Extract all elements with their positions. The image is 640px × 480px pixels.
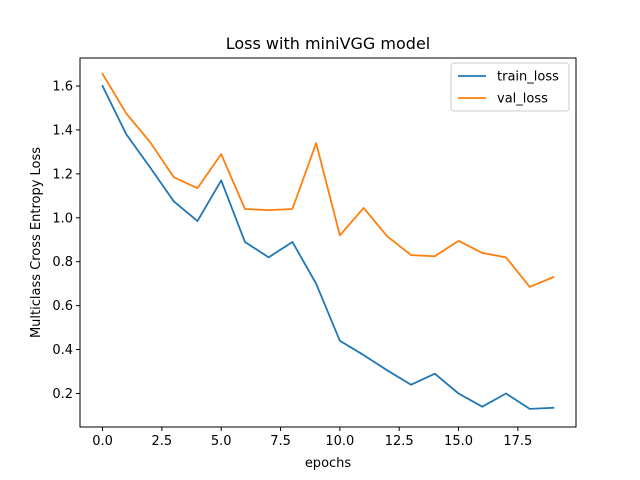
y-tick-label: 1.0 — [52, 211, 73, 226]
legend: train_loss val_loss — [450, 62, 570, 112]
axes-frame — [79, 57, 577, 428]
x-axis: 0.0 2.5 5.0 7.5 10.0 12.5 15.0 17.5 — [92, 427, 532, 449]
legend-box — [450, 62, 570, 112]
x-tick-label: 5.0 — [211, 434, 232, 449]
y-tick-label: 1.6 — [52, 80, 73, 95]
legend-label-val-loss: val_loss — [497, 92, 548, 107]
y-tick-label: 0.6 — [52, 299, 73, 314]
y-tick-label: 0.2 — [52, 387, 73, 402]
series-line-val-loss — [101, 72, 555, 288]
x-tick-label: 0.0 — [92, 434, 113, 449]
plot-area — [101, 72, 555, 410]
x-tick-label: 2.5 — [152, 434, 173, 449]
x-axis-label: epochs — [305, 456, 352, 471]
x-tick-label: 15.0 — [444, 434, 473, 449]
x-tick-label: 7.5 — [270, 434, 291, 449]
y-tick-label: 0.8 — [52, 255, 73, 270]
y-axis: 0.2 0.4 0.6 0.8 1.0 1.2 1.4 1.6 — [52, 80, 80, 402]
legend-label-train-loss: train_loss — [497, 70, 559, 85]
y-tick-label: 0.4 — [52, 343, 73, 358]
y-axis-label: Multiclass Cross Entropy Loss — [29, 147, 44, 338]
series-line-train-loss — [101, 84, 555, 410]
chart-title: Loss with miniVGG model — [226, 34, 430, 53]
x-tick-label: 12.5 — [385, 434, 414, 449]
x-tick-label: 17.5 — [503, 434, 532, 449]
y-tick-label: 1.4 — [52, 123, 73, 138]
y-tick-label: 1.2 — [52, 167, 73, 182]
x-tick-label: 10.0 — [325, 434, 354, 449]
